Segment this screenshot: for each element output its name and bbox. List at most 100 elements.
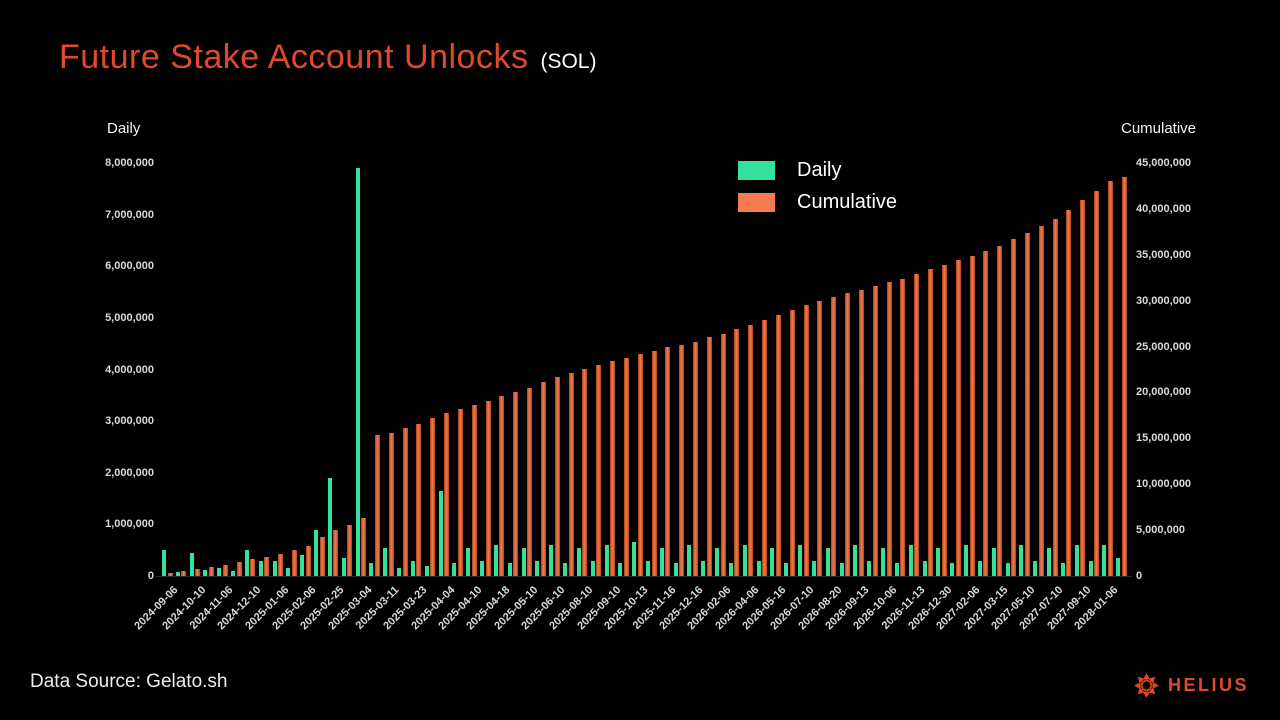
cumulative-bar [499, 396, 505, 576]
daily-bar [549, 545, 554, 576]
daily-bar [521, 547, 526, 576]
cumulative-bar [305, 545, 311, 576]
chart-legend: Daily Cumulative [738, 159, 897, 214]
daily-bar [673, 563, 678, 576]
daily-bar [742, 545, 747, 576]
daily-bar [341, 557, 346, 576]
cumulative-bar [831, 297, 837, 576]
page-title: Future Stake Account Unlocks [59, 38, 529, 76]
cumulative-bar [637, 353, 643, 576]
cumulative-bar [886, 282, 892, 576]
data-source-note: Data Source: Gelato.sh [30, 671, 228, 692]
daily-bar [383, 547, 388, 576]
cumulative-bar [416, 423, 422, 576]
cumulative-bar [167, 573, 173, 576]
daily-bar [314, 529, 319, 576]
cumulative-bar [278, 553, 284, 576]
daily-bar [687, 545, 692, 576]
left-axis-tick: 3,000,000 [105, 415, 154, 428]
daily-bar [1102, 545, 1107, 576]
daily-bar [410, 560, 415, 576]
cumulative-bar [1011, 239, 1017, 576]
cumulative-bar [1080, 199, 1086, 576]
daily-bar [950, 563, 955, 576]
cumulative-bar [1052, 219, 1058, 576]
cumulative-bar [734, 329, 740, 576]
cumulative-bar [319, 537, 325, 576]
cumulative-bar [610, 361, 615, 576]
daily-bar [894, 563, 899, 576]
daily-bar [189, 552, 194, 576]
cumulative-bar [692, 341, 698, 576]
x-axis-line [156, 576, 1132, 577]
right-axis-tick: 10,000,000 [1136, 478, 1192, 491]
daily-bar [1116, 557, 1121, 576]
daily-bar [452, 563, 457, 576]
left-axis-tick: 2,000,000 [105, 466, 154, 479]
daily-bar [728, 563, 733, 576]
cumulative-bar [513, 392, 519, 576]
cumulative-bar [596, 364, 602, 576]
cumulative-bar [789, 309, 795, 576]
cumulative-bar [388, 432, 394, 576]
bar-chart-plot-area [160, 163, 1128, 576]
right-axis-tick: 0 [1136, 570, 1143, 582]
daily-bar [397, 568, 402, 576]
right-axis-tick: 25,000,000 [1136, 340, 1192, 353]
daily-bar [659, 547, 664, 576]
cumulative-bar [430, 418, 436, 576]
cumulative-bar [208, 566, 214, 576]
cumulative-bar [1107, 181, 1113, 576]
left-axis-tick: 4,000,000 [105, 363, 154, 376]
daily-bar [991, 547, 996, 576]
cumulative-bar [471, 405, 477, 576]
daily-bar [258, 560, 263, 576]
daily-bar [604, 545, 609, 576]
cumulative-bar [582, 368, 588, 576]
daily-bar [507, 563, 512, 576]
daily-bar [1060, 563, 1065, 576]
legend-item-daily: Daily [738, 159, 897, 182]
daily-bar [217, 568, 222, 576]
cumulative-bar [554, 376, 560, 576]
daily-bar [881, 547, 886, 576]
cumulative-bar [250, 559, 256, 576]
daily-bar [1074, 545, 1079, 576]
daily-bar [1005, 563, 1010, 576]
cumulative-bar [817, 300, 823, 576]
daily-bar [798, 545, 803, 576]
left-axis-tick: 7,000,000 [105, 208, 154, 221]
daily-bar [424, 565, 429, 576]
cumulative-legend-label: Cumulative [797, 191, 898, 213]
daily-legend-label: Daily [797, 159, 842, 181]
right-axis-tick: 15,000,000 [1136, 432, 1192, 445]
cumulative-bar [775, 315, 781, 576]
daily-bar [701, 560, 706, 576]
cumulative-bar [955, 260, 961, 576]
cumulative-bar [1121, 176, 1127, 576]
left-axis-tick: 8,000,000 [105, 157, 154, 169]
page-title-unit: (SOL) [540, 50, 597, 73]
cumulative-bar [236, 562, 242, 576]
cumulative-bar [941, 264, 947, 576]
right-axis-title: Cumulative [1121, 120, 1197, 137]
cumulative-bar [1024, 232, 1030, 576]
daily-bar [1047, 547, 1052, 576]
daily-bar [438, 490, 443, 576]
daily-bar [839, 563, 844, 576]
daily-bar [162, 550, 166, 576]
left-axis-tick: 5,000,000 [105, 311, 154, 324]
cumulative-bar [1038, 226, 1044, 576]
daily-bar [936, 547, 941, 576]
cumulative-bar [665, 347, 671, 576]
cumulative-bar [195, 568, 201, 576]
cumulative-bar [872, 285, 878, 576]
daily-bar [908, 545, 913, 576]
brand-logo: HELIUS [1133, 672, 1249, 699]
cumulative-bar [623, 357, 629, 576]
daily-bar [535, 560, 540, 576]
cumulative-bar [983, 251, 989, 576]
cumulative-bar [914, 274, 920, 576]
legend-item-cumulative: Cumulative [738, 191, 897, 214]
daily-bar [231, 570, 236, 576]
